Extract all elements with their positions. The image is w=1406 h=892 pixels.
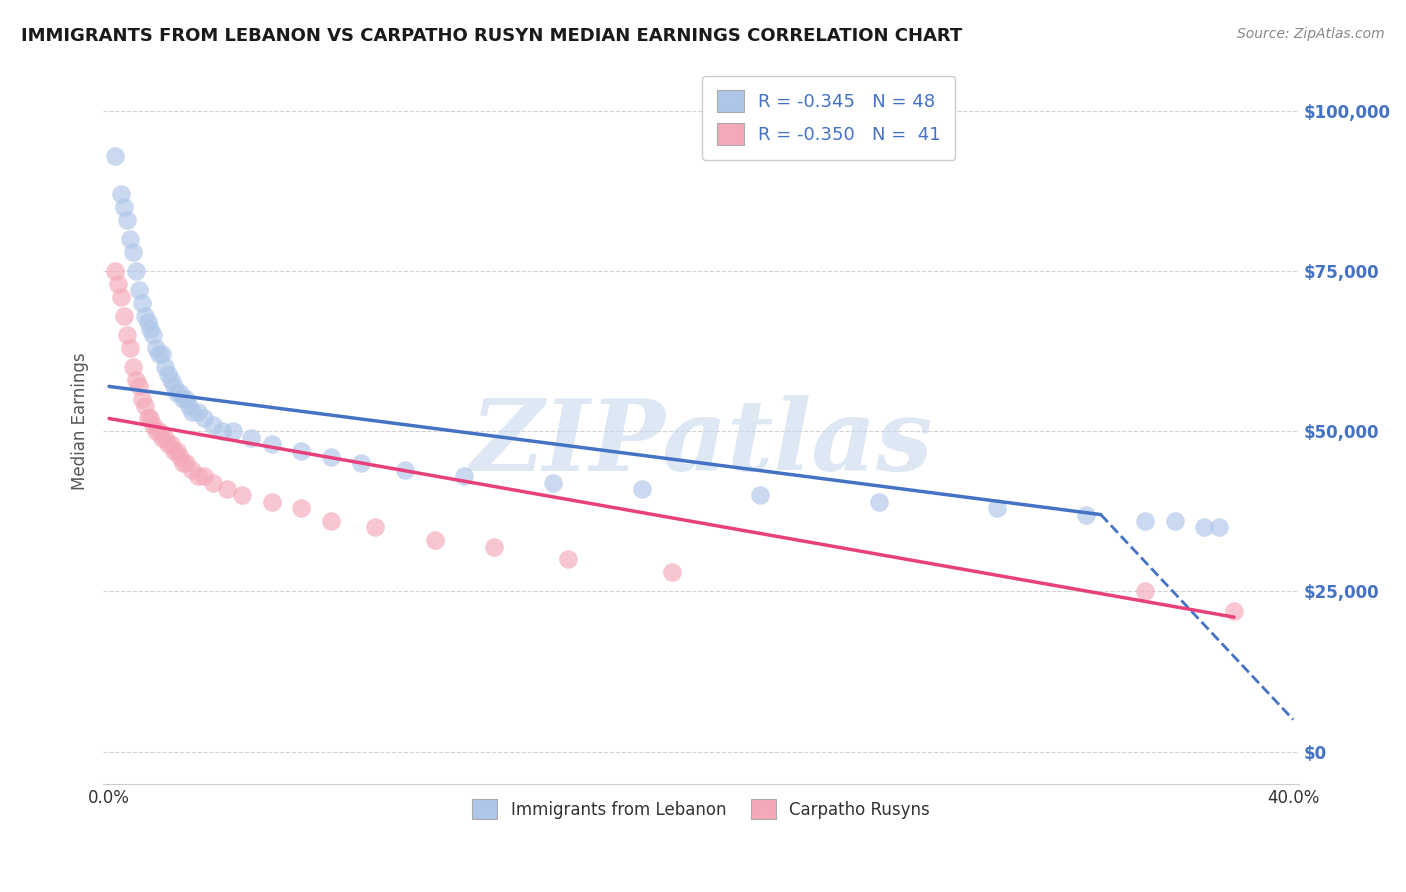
Point [148, 424, 170, 438]
Point [201, 475, 224, 490]
Point [174, 392, 197, 407]
Legend: Immigrants from Lebanon, Carpatho Rusyns: Immigrants from Lebanon, Carpatho Rusyns [465, 792, 936, 826]
Point [139, 322, 162, 336]
Point [868, 495, 890, 509]
Point [290, 443, 312, 458]
Point [118, 232, 141, 246]
Point [290, 501, 312, 516]
Point [160, 437, 183, 451]
Point [112, 309, 135, 323]
Point [319, 514, 342, 528]
Point [163, 443, 186, 458]
Point [136, 315, 159, 329]
Point [187, 405, 209, 419]
Point [1074, 508, 1097, 522]
Point [201, 417, 224, 432]
Point [364, 520, 387, 534]
Point [557, 552, 579, 566]
Point [115, 328, 138, 343]
Point [193, 411, 215, 425]
Point [181, 463, 204, 477]
Point [211, 424, 233, 438]
Point [661, 566, 683, 580]
Text: ZIPatlas: ZIPatlas [470, 395, 932, 491]
Point [155, 360, 177, 375]
Point [1135, 584, 1157, 599]
Point [139, 411, 162, 425]
Point [1194, 520, 1216, 534]
Point [166, 385, 188, 400]
Point [128, 379, 150, 393]
Point [145, 424, 167, 438]
Point [394, 463, 416, 477]
Point [174, 456, 197, 470]
Point [157, 367, 180, 381]
Point [121, 244, 143, 259]
Point [142, 328, 165, 343]
Point [260, 495, 283, 509]
Point [163, 379, 186, 393]
Point [482, 540, 505, 554]
Point [136, 411, 159, 425]
Point [131, 296, 153, 310]
Point [631, 482, 654, 496]
Point [125, 373, 148, 387]
Point [222, 424, 245, 438]
Point [1208, 520, 1230, 534]
Point [128, 283, 150, 297]
Point [107, 277, 129, 291]
Point [350, 456, 373, 470]
Point [160, 373, 183, 387]
Point [231, 488, 253, 502]
Point [110, 290, 132, 304]
Point [260, 437, 283, 451]
Point [1164, 514, 1187, 528]
Point [181, 405, 204, 419]
Point [172, 392, 194, 407]
Point [150, 347, 173, 361]
Point [187, 469, 209, 483]
Point [155, 431, 177, 445]
Point [749, 488, 772, 502]
Point [1223, 604, 1246, 618]
Point [125, 264, 148, 278]
Point [169, 450, 191, 464]
Point [104, 149, 127, 163]
Point [319, 450, 342, 464]
Text: IMMIGRANTS FROM LEBANON VS CARPATHO RUSYN MEDIAN EARNINGS CORRELATION CHART: IMMIGRANTS FROM LEBANON VS CARPATHO RUSY… [21, 27, 962, 45]
Point [240, 431, 263, 445]
Point [118, 341, 141, 355]
Point [541, 475, 564, 490]
Point [423, 533, 446, 548]
Point [131, 392, 153, 407]
Point [150, 431, 173, 445]
Point [115, 212, 138, 227]
Point [172, 456, 194, 470]
Point [453, 469, 475, 483]
Point [1135, 514, 1157, 528]
Point [104, 264, 127, 278]
Point [193, 469, 215, 483]
Point [169, 385, 191, 400]
Point [134, 399, 156, 413]
Y-axis label: Median Earnings: Median Earnings [72, 353, 89, 491]
Point [217, 482, 239, 496]
Point [157, 437, 180, 451]
Point [986, 501, 1008, 516]
Point [112, 200, 135, 214]
Point [145, 341, 167, 355]
Point [134, 309, 156, 323]
Point [142, 417, 165, 432]
Point [148, 347, 170, 361]
Text: Source: ZipAtlas.com: Source: ZipAtlas.com [1237, 27, 1385, 41]
Point [166, 443, 188, 458]
Point [177, 399, 200, 413]
Point [121, 360, 143, 375]
Point [110, 187, 132, 202]
